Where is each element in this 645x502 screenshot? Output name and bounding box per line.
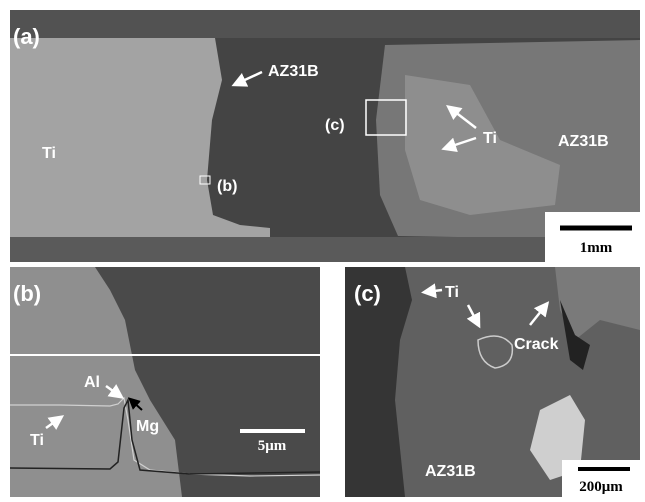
panel-label: (a) — [13, 24, 40, 49]
annotation: Al — [84, 374, 100, 391]
scale-bar-label: 1mm — [580, 240, 613, 256]
annotation: (b) — [217, 178, 237, 195]
annotation: (c) — [325, 117, 345, 134]
annotation: Crack — [514, 336, 559, 353]
scale-bar-label: 200μm — [579, 479, 623, 495]
scale-bar-label: 5μm — [258, 438, 287, 454]
figure: (a) AZ31B Ti (c) Ti AZ31B (b) 1mm (b) Al… — [0, 0, 645, 502]
annotation: Ti — [30, 432, 44, 449]
annotation: AZ31B — [558, 133, 609, 150]
panel-label: (b) — [13, 281, 41, 306]
panel-label: (c) — [354, 281, 381, 306]
annotation: Ti — [483, 130, 497, 147]
annotation: AZ31B — [425, 463, 476, 480]
top-strip — [10, 10, 640, 38]
annotation: Mg — [136, 418, 159, 435]
annotation: Ti — [42, 145, 56, 162]
annotation: AZ31B — [268, 63, 319, 80]
panel-a: (a) AZ31B Ti (c) Ti AZ31B (b) 1mm — [10, 10, 640, 262]
panel-b: (b) Al Mg Ti 5μm — [10, 267, 320, 497]
annotation: Ti — [445, 284, 459, 301]
panel-c: (c) Ti Crack AZ31B 200μm — [345, 267, 640, 497]
